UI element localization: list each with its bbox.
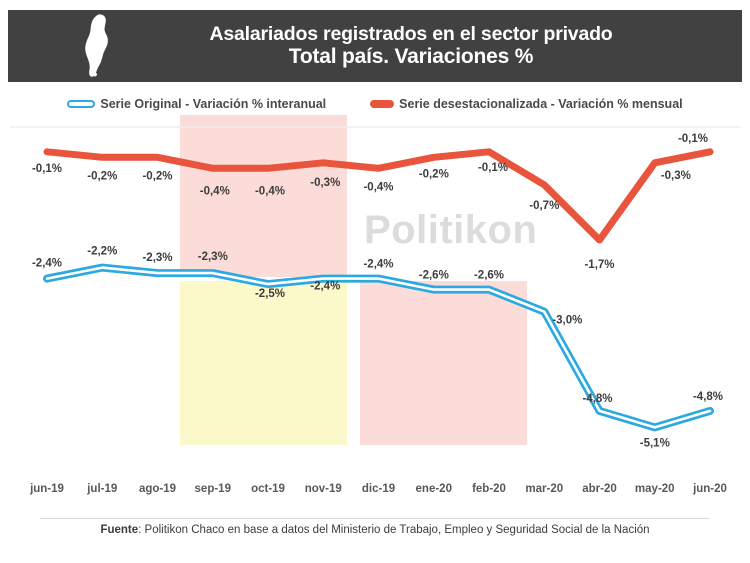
legend-label-serie-original: Serie Original - Variación % interanual bbox=[100, 97, 327, 111]
data-label-original-dic-19: -2,4% bbox=[363, 259, 393, 271]
data-label-original-sep-19: -2,3% bbox=[198, 251, 228, 263]
data-label-desestacionalizada-sep-19: -0,4% bbox=[200, 185, 230, 197]
data-label-original-jun-19: -2,4% bbox=[32, 258, 62, 270]
title-bar: Asalariados registrados en el sector pri… bbox=[8, 10, 742, 82]
chart-legend: Serie Original - Variación % interanual … bbox=[0, 93, 750, 115]
data-label-original-feb-20: -2,6% bbox=[474, 270, 504, 282]
x-axis-tick-abr-20: abr-20 bbox=[582, 483, 617, 495]
x-axis-tick-nov-19: nov-19 bbox=[304, 483, 342, 495]
x-axis-tick-dic-19: dic-19 bbox=[361, 483, 396, 495]
x-axis-tick-sep-19: sep-19 bbox=[194, 483, 231, 495]
data-label-desestacionalizada-nov-19: -0,3% bbox=[310, 177, 340, 189]
data-label-desestacionalizada-jun-19: -0,1% bbox=[32, 163, 62, 175]
legend-label-serie-desestacionalizada: Serie desestacionalizada - Variación % m… bbox=[399, 97, 683, 111]
line-serie-original-inner bbox=[45, 266, 712, 429]
x-axis-tick-ene-20: ene-20 bbox=[415, 483, 452, 495]
data-label-desestacionalizada-may-20: -0,3% bbox=[661, 170, 691, 182]
legend-swatch-orange-icon bbox=[370, 100, 395, 108]
x-axis-tick-oct-19: oct-19 bbox=[251, 483, 285, 495]
data-label-desestacionalizada-ene-20: -0,2% bbox=[419, 168, 449, 180]
data-label-original-may-20: -5,1% bbox=[640, 437, 670, 449]
legend-item-serie-original[interactable]: Serie Original - Variación % interanual bbox=[67, 97, 326, 111]
data-label-desestacionalizada-oct-19: -0,4% bbox=[255, 185, 285, 197]
legend-swatch-blue-icon bbox=[67, 100, 96, 108]
legend-item-serie-desestacionalizada[interactable]: Serie desestacionalizada - Variación % m… bbox=[370, 97, 683, 111]
source-label: Fuente bbox=[100, 524, 139, 536]
x-axis-tick-may-20: may-20 bbox=[634, 483, 675, 495]
data-label-desestacionalizada-feb-20: -0,1% bbox=[478, 162, 508, 174]
x-axis-tick-jun-19: jun-19 bbox=[30, 483, 64, 495]
lower-pink-band bbox=[360, 281, 527, 445]
x-axis-tick-ago-19: ago-19 bbox=[138, 483, 177, 495]
data-label-original-jul-19: -2,2% bbox=[87, 246, 117, 258]
data-label-original-ago-19: -2,3% bbox=[142, 252, 172, 264]
data-label-desestacionalizada-jun-20: -0,1% bbox=[678, 133, 708, 145]
data-label-original-abr-20: -4,8% bbox=[582, 393, 612, 405]
x-axis-tick-mar-20: mar-20 bbox=[525, 483, 564, 495]
x-axis: jun-19 jul-19 ago-19 sep-19 oct-19 nov-19 dic-… bbox=[0, 483, 750, 503]
chart-canvas: -0,1% -0,2% -0,2% -0,4% -0,4% -0,3% -0,4% -0,2%… bbox=[10, 115, 740, 449]
data-label-original-mar-20: -3,0% bbox=[552, 315, 582, 327]
data-label-desestacionalizada-mar-20: -0,7% bbox=[529, 200, 559, 212]
upper-pink-band bbox=[180, 115, 347, 277]
plot-area: -0,1% -0,2% -0,2% -0,4% -0,4% -0,3% -0,4% -0,2%… bbox=[0, 115, 750, 475]
title-text: Asalariados registrados en el sector pri… bbox=[120, 23, 742, 69]
footer-divider bbox=[40, 518, 710, 519]
data-label-original-oct-19: -2,5% bbox=[255, 288, 285, 300]
page-title-line-2: Total país. Variaciones % bbox=[288, 45, 534, 69]
line-serie-desestacionalizada bbox=[43, 148, 714, 244]
x-axis-tick-feb-20: feb-20 bbox=[472, 483, 506, 495]
source-note: Fuente: Politikon Chaco en base a datos … bbox=[0, 524, 750, 536]
data-label-original-nov-19: -2,4% bbox=[310, 281, 340, 293]
x-axis-tick-jun-20: jun-20 bbox=[693, 483, 727, 495]
page-title-line-1: Asalariados registrados en el sector pri… bbox=[209, 22, 613, 45]
data-label-original-jun-20: -4,8% bbox=[693, 391, 723, 403]
data-label-desestacionalizada-ago-19: -0,2% bbox=[142, 170, 172, 182]
data-label-desestacionalizada-jul-19: -0,2% bbox=[87, 170, 117, 182]
data-label-desestacionalizada-dic-19: -0,4% bbox=[363, 181, 393, 193]
source-text: : Politikon Chaco en base a datos del Mi… bbox=[138, 524, 650, 536]
data-label-original-ene-20: -2,6% bbox=[419, 270, 449, 282]
lower-yellow-band bbox=[180, 281, 347, 445]
x-axis-tick-jul-19: jul-19 bbox=[87, 483, 118, 495]
argentina-map-icon bbox=[85, 14, 108, 77]
data-label-desestacionalizada-abr-20: -1,7% bbox=[584, 259, 614, 271]
